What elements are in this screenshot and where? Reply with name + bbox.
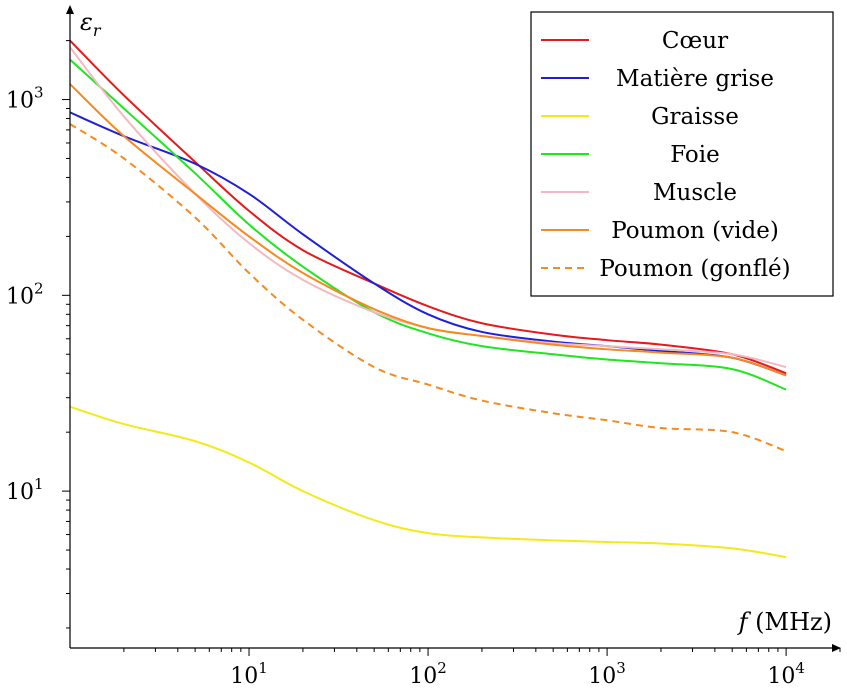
y-axis-label: εr — [80, 8, 102, 40]
y-axis-arrow — [66, 5, 74, 14]
x-tick-label: 104 — [767, 659, 805, 689]
legend-label: Muscle — [653, 180, 737, 206]
legend-label: Graisse — [651, 104, 739, 130]
y-tick-label: 102 — [6, 279, 44, 309]
legend-label: Poumon (gonflé) — [599, 256, 790, 282]
axis-ticks: 101 102 103 104 101 102 103 — [6, 40, 841, 689]
legend-label: Cœur — [662, 28, 728, 54]
x-axis-arrow — [832, 644, 841, 652]
x-tick-label: 101 — [230, 659, 268, 689]
y-axis-label-subscript: r — [93, 21, 102, 40]
series-line — [69, 123, 787, 453]
y-tick-label: 101 — [6, 475, 44, 505]
legend-label: Foie — [670, 142, 720, 168]
plot-lines — [69, 39, 787, 559]
y-axis-label-symbol: ε — [80, 8, 93, 36]
x-tick-label: 102 — [409, 659, 447, 689]
series-line — [69, 83, 787, 377]
legend: Cœur Matière grise Graisse Foie Muscle Poumon… — [530, 11, 834, 297]
x-tick-label: 103 — [588, 659, 626, 689]
series-line — [69, 58, 787, 391]
y-tick-label: 103 — [6, 84, 44, 114]
legend-label: Poumon (vide) — [611, 218, 779, 244]
series-line — [69, 111, 787, 377]
series-line — [69, 405, 787, 559]
x-axis-label: f (MHz) — [737, 608, 832, 636]
x-axis-label-unit: (MHz) — [755, 608, 832, 636]
series-line — [69, 39, 787, 375]
legend-label: Matière grise — [616, 66, 774, 92]
